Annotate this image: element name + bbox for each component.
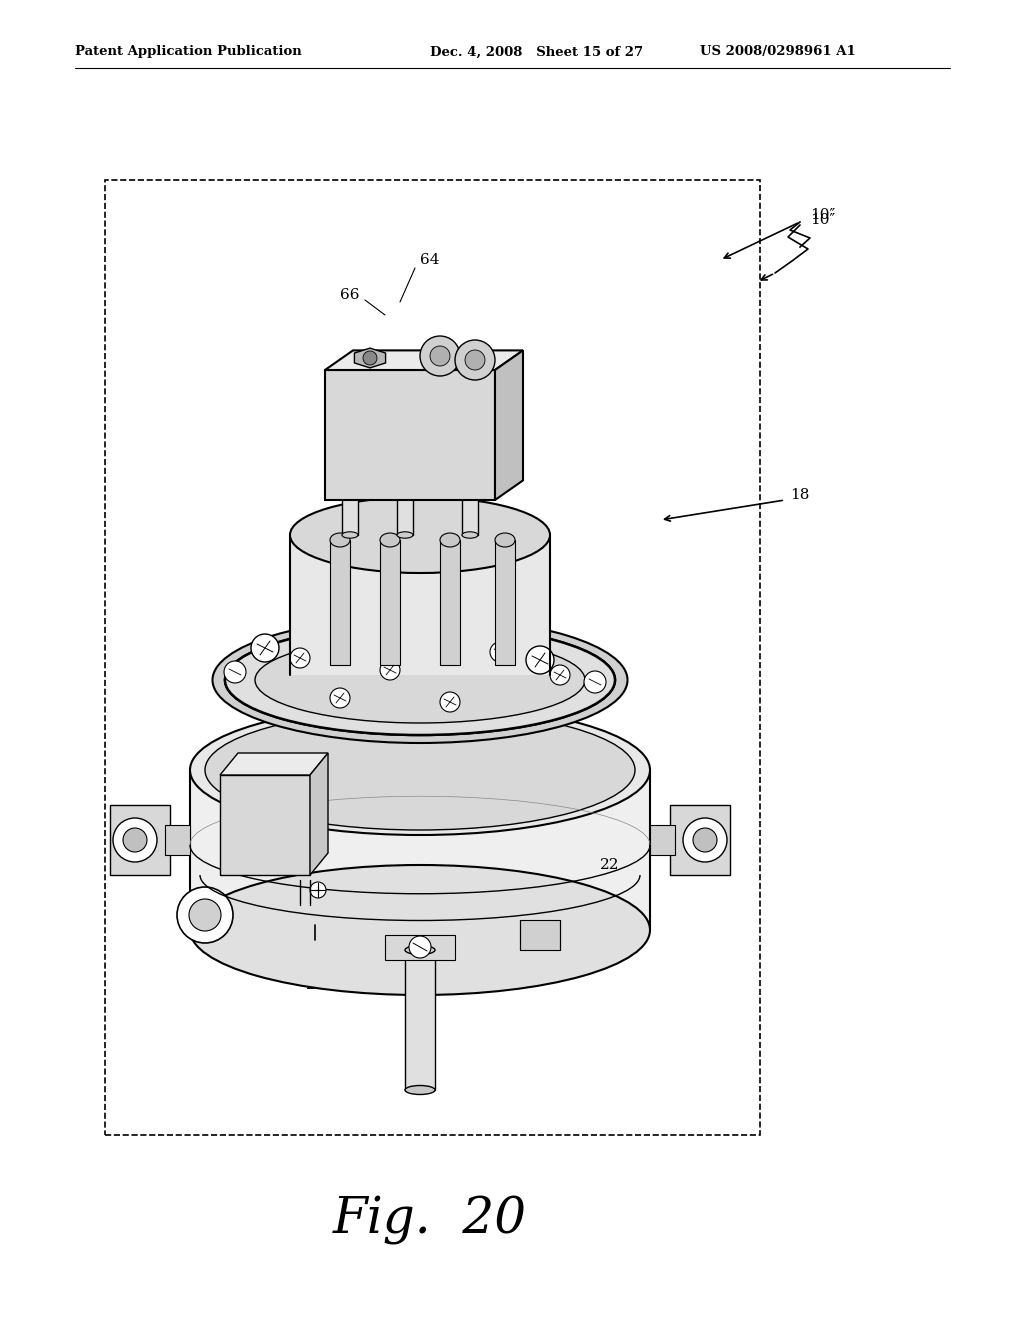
- Polygon shape: [325, 370, 495, 500]
- Polygon shape: [495, 540, 515, 665]
- Circle shape: [113, 818, 157, 862]
- Polygon shape: [220, 752, 328, 775]
- Polygon shape: [330, 540, 350, 665]
- Circle shape: [310, 882, 326, 898]
- Ellipse shape: [190, 705, 650, 836]
- Circle shape: [420, 337, 460, 376]
- Ellipse shape: [225, 624, 615, 735]
- Polygon shape: [310, 752, 328, 875]
- Circle shape: [526, 645, 554, 675]
- Polygon shape: [354, 348, 386, 368]
- Circle shape: [251, 634, 279, 663]
- Circle shape: [490, 642, 510, 663]
- Polygon shape: [670, 805, 730, 875]
- Circle shape: [189, 899, 221, 931]
- Ellipse shape: [255, 638, 585, 723]
- Bar: [105, 180, 760, 1135]
- Polygon shape: [397, 480, 413, 535]
- Ellipse shape: [342, 532, 358, 539]
- Circle shape: [123, 828, 147, 851]
- Polygon shape: [520, 920, 560, 950]
- Polygon shape: [406, 950, 435, 1090]
- Text: Fig.  20: Fig. 20: [333, 1196, 527, 1245]
- Text: 66: 66: [340, 288, 359, 302]
- Circle shape: [290, 648, 310, 668]
- Polygon shape: [220, 775, 310, 875]
- Circle shape: [177, 887, 233, 942]
- Circle shape: [455, 341, 495, 380]
- Polygon shape: [650, 825, 675, 855]
- Circle shape: [330, 688, 350, 708]
- Circle shape: [362, 351, 377, 366]
- Ellipse shape: [397, 532, 413, 539]
- Polygon shape: [462, 480, 478, 535]
- Text: 18: 18: [790, 488, 809, 502]
- Circle shape: [584, 671, 606, 693]
- Ellipse shape: [213, 616, 628, 743]
- Ellipse shape: [462, 477, 478, 483]
- Polygon shape: [190, 770, 650, 931]
- Ellipse shape: [205, 710, 635, 830]
- Text: Patent Application Publication: Patent Application Publication: [75, 45, 302, 58]
- Ellipse shape: [462, 532, 478, 539]
- Ellipse shape: [342, 477, 358, 483]
- Text: 22: 22: [600, 858, 620, 873]
- Ellipse shape: [406, 1085, 435, 1094]
- Circle shape: [465, 350, 485, 370]
- Ellipse shape: [397, 477, 413, 483]
- Circle shape: [440, 692, 460, 711]
- Polygon shape: [495, 350, 523, 500]
- Polygon shape: [380, 540, 400, 665]
- Text: 64: 64: [420, 253, 439, 267]
- Polygon shape: [165, 825, 190, 855]
- Polygon shape: [110, 805, 170, 875]
- Polygon shape: [342, 480, 358, 535]
- Circle shape: [550, 665, 570, 685]
- Text: 20: 20: [305, 978, 325, 993]
- Circle shape: [224, 661, 246, 682]
- Text: Dec. 4, 2008   Sheet 15 of 27: Dec. 4, 2008 Sheet 15 of 27: [430, 45, 643, 58]
- Ellipse shape: [330, 533, 350, 546]
- Polygon shape: [385, 935, 455, 960]
- Circle shape: [693, 828, 717, 851]
- Ellipse shape: [290, 498, 550, 573]
- Polygon shape: [290, 535, 550, 675]
- Ellipse shape: [190, 865, 650, 995]
- Circle shape: [430, 346, 450, 366]
- Circle shape: [683, 818, 727, 862]
- Ellipse shape: [380, 533, 400, 546]
- Ellipse shape: [225, 624, 615, 735]
- Ellipse shape: [440, 533, 460, 546]
- Ellipse shape: [495, 533, 515, 546]
- Ellipse shape: [406, 945, 435, 954]
- Text: 10″: 10″: [810, 213, 836, 227]
- Text: 10″: 10″: [810, 209, 836, 222]
- Circle shape: [409, 936, 431, 958]
- Text: US 2008/0298961 A1: US 2008/0298961 A1: [700, 45, 856, 58]
- Polygon shape: [325, 350, 523, 370]
- Circle shape: [380, 660, 400, 680]
- Polygon shape: [440, 540, 460, 665]
